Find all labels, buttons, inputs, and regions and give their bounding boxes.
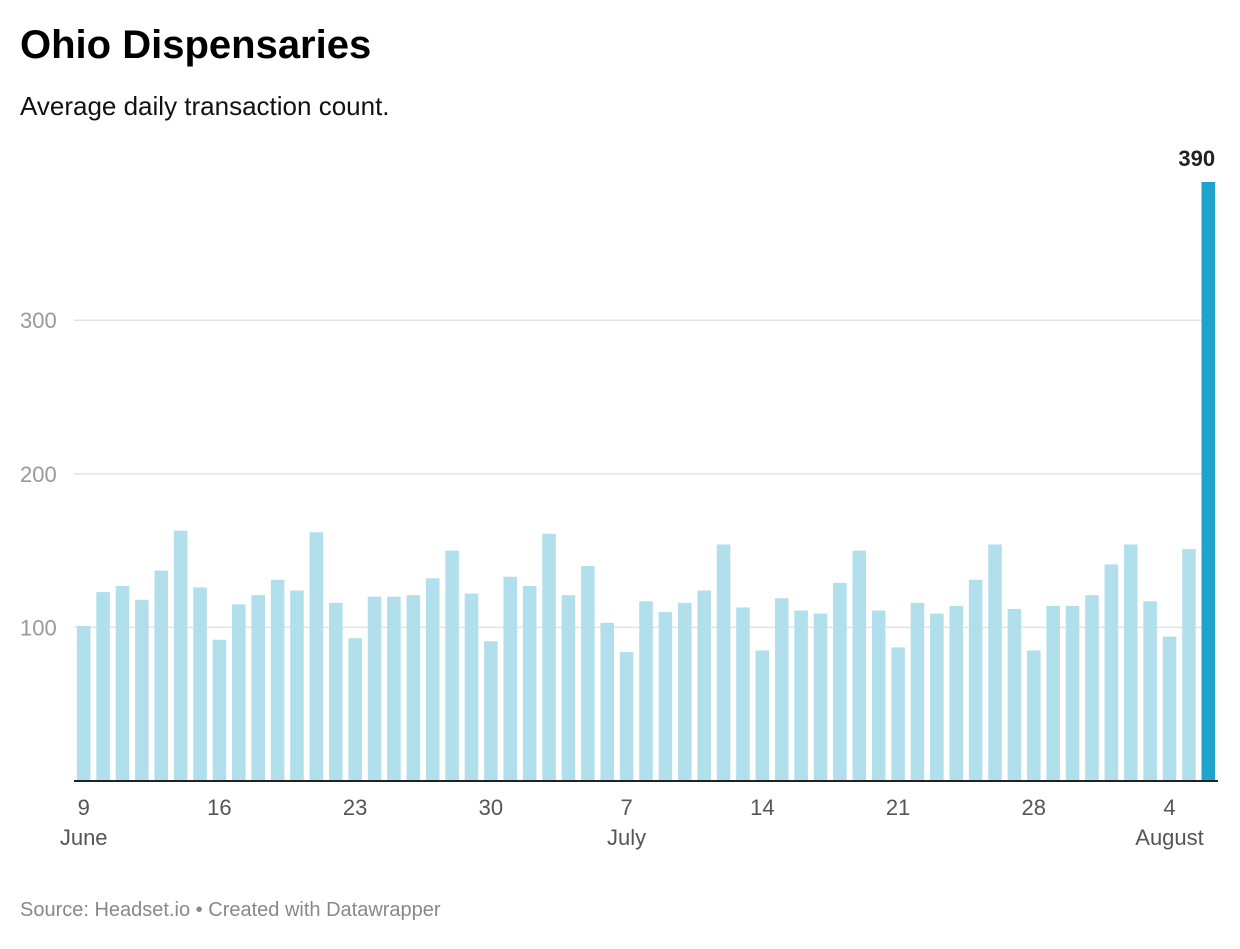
x-tick-label: 28 bbox=[1022, 795, 1046, 820]
bar bbox=[251, 595, 265, 781]
bar bbox=[871, 610, 886, 781]
source-text: Source: Headset.io bbox=[20, 899, 191, 921]
bar bbox=[76, 625, 91, 781]
x-tick-label: 16 bbox=[207, 795, 231, 820]
bar bbox=[309, 532, 324, 781]
bar bbox=[561, 595, 576, 781]
bar bbox=[716, 544, 731, 781]
bar bbox=[290, 590, 304, 781]
bar bbox=[212, 639, 227, 781]
bar bbox=[813, 613, 828, 781]
x-tick-label: 14 bbox=[750, 795, 774, 820]
x-tick-month-label: August bbox=[1135, 825, 1204, 850]
bar bbox=[115, 585, 130, 781]
bar bbox=[425, 578, 440, 781]
x-tick-label: 4 bbox=[1163, 795, 1175, 820]
bar bbox=[774, 598, 789, 781]
bar bbox=[348, 638, 362, 781]
bar bbox=[677, 602, 692, 781]
bar bbox=[387, 596, 401, 781]
bar bbox=[1007, 608, 1022, 781]
bar bbox=[619, 651, 634, 781]
chart-footer: Source: Headset.io • Created with Datawr… bbox=[20, 896, 441, 924]
bar bbox=[910, 602, 925, 781]
bar bbox=[522, 585, 537, 781]
bar bbox=[503, 576, 518, 781]
bar bbox=[968, 579, 983, 781]
bar bbox=[445, 550, 459, 781]
bar bbox=[96, 592, 110, 781]
bar bbox=[484, 641, 498, 781]
bar bbox=[833, 582, 847, 781]
x-tick-label: 9 bbox=[78, 795, 90, 820]
bar bbox=[173, 530, 188, 781]
bar bbox=[949, 605, 964, 781]
y-tick-label: 200 bbox=[20, 462, 57, 487]
x-tick-label: 7 bbox=[620, 795, 632, 820]
footer-separator: • bbox=[195, 899, 203, 921]
bar bbox=[135, 599, 149, 781]
bar bbox=[1085, 595, 1099, 781]
x-tick-month-label: June bbox=[60, 825, 108, 850]
y-tick-label: 100 bbox=[20, 615, 57, 640]
bar bbox=[232, 604, 246, 781]
bar bbox=[367, 596, 382, 781]
bar bbox=[1162, 636, 1177, 781]
bar bbox=[852, 550, 867, 781]
bar bbox=[581, 565, 595, 781]
bar bbox=[542, 533, 556, 781]
bar bbox=[794, 610, 808, 781]
bar bbox=[1027, 650, 1041, 781]
chart-title: Ohio Dispensaries bbox=[20, 23, 372, 67]
x-tick-label: 23 bbox=[343, 795, 367, 820]
bar bbox=[193, 587, 207, 781]
bar bbox=[988, 544, 1002, 781]
bar bbox=[464, 593, 479, 781]
bar bbox=[600, 622, 615, 781]
bar bbox=[1182, 549, 1196, 781]
highlight-value-label: 390 bbox=[1178, 146, 1215, 171]
bar bbox=[1046, 605, 1060, 781]
bar bbox=[755, 650, 770, 781]
bar bbox=[154, 570, 169, 781]
bar bbox=[658, 612, 673, 781]
highlight-bar bbox=[1201, 182, 1216, 781]
x-tick-month-label: July bbox=[607, 825, 646, 850]
bar bbox=[1123, 544, 1138, 781]
bar bbox=[930, 613, 944, 781]
credit-text: Created with Datawrapper bbox=[208, 899, 441, 921]
bar bbox=[328, 602, 343, 781]
bar bbox=[270, 579, 285, 781]
x-tick-label: 21 bbox=[886, 795, 910, 820]
x-tick-label: 30 bbox=[479, 795, 503, 820]
bar bbox=[891, 647, 905, 781]
y-tick-label: 300 bbox=[20, 308, 57, 333]
bar bbox=[1065, 605, 1080, 781]
bar bbox=[697, 590, 711, 781]
bar bbox=[1143, 601, 1157, 781]
bar bbox=[406, 595, 421, 781]
bar bbox=[736, 607, 750, 781]
chart-subtitle: Average daily transaction count. bbox=[20, 91, 390, 121]
bar bbox=[639, 601, 653, 781]
bar bbox=[1104, 564, 1119, 781]
